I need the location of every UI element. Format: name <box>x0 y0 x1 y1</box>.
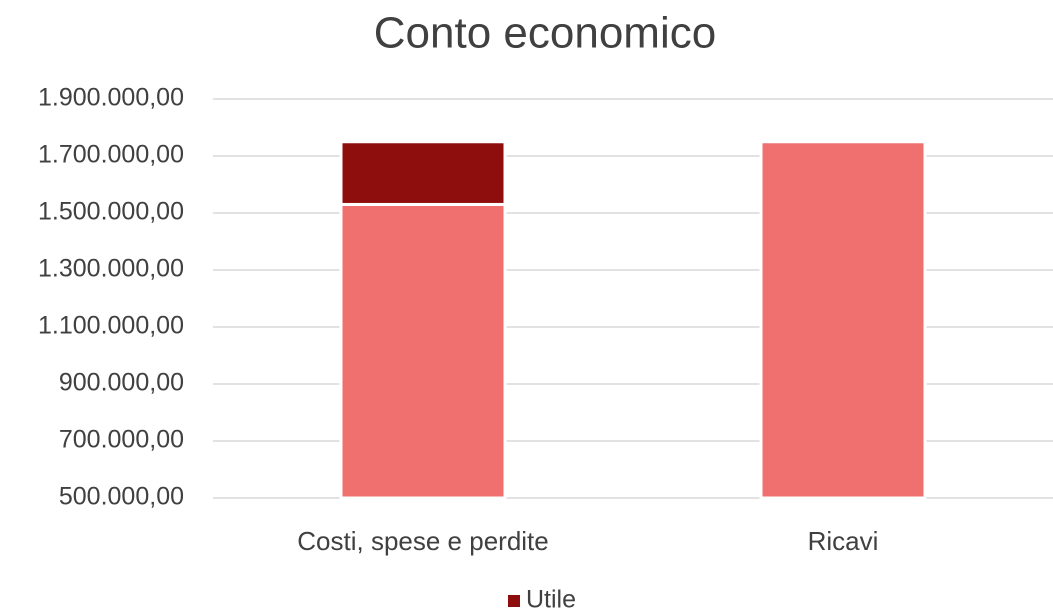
y-tick-label: 1.100.000,00 <box>38 312 184 340</box>
y-tick-label: 900.000,00 <box>59 369 184 397</box>
bar-segment <box>759 140 927 500</box>
y-tick-label: 1.500.000,00 <box>38 198 184 226</box>
legend-swatch <box>508 595 520 607</box>
chart-title: Conto economico <box>374 9 716 58</box>
bar-segment <box>339 202 507 500</box>
y-tick-label: 500.000,00 <box>59 483 184 511</box>
y-tick-label: 1.900.000,00 <box>38 84 184 112</box>
y-tick-label: 700.000,00 <box>59 426 184 454</box>
y-tick-label: 1.300.000,00 <box>38 255 184 283</box>
y-tick-label: 1.700.000,00 <box>38 141 184 169</box>
x-tick-label: Ricavi <box>808 526 879 556</box>
legend-label: Utile <box>526 586 576 613</box>
x-tick-label: Costi, spese e perdite <box>297 526 548 556</box>
bar-segment <box>339 140 507 206</box>
